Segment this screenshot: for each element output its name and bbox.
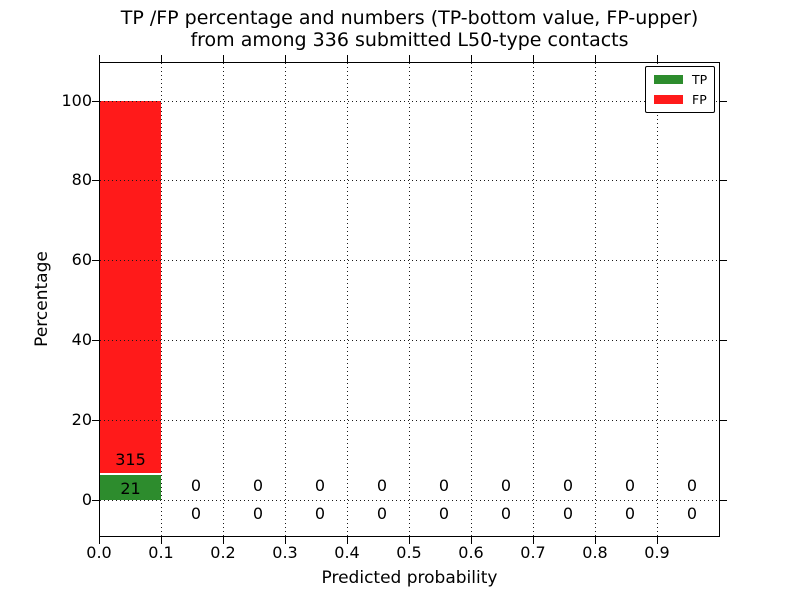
y-tick-mark (92, 420, 99, 421)
y-tick-label: 100 (61, 91, 92, 110)
y-tick-mark-right (720, 180, 727, 181)
y-tick-mark (92, 260, 99, 261)
x-tick-mark (285, 537, 286, 544)
zero-label-upper: 0 (624, 476, 636, 495)
y-tick-label: 20 (71, 410, 92, 429)
x-tick-mark (223, 537, 224, 544)
zero-label-lower: 0 (686, 504, 698, 523)
gridline-v-07 (533, 63, 534, 536)
x-tick-mark-top (595, 55, 596, 62)
x-tick-label: 0.5 (396, 543, 422, 562)
x-tick-mark (657, 537, 658, 544)
y-tick-label: 80 (71, 170, 92, 189)
chart-title-line2: from among 336 submitted L50-type contac… (190, 29, 629, 51)
x-axis-label: Predicted probability (321, 568, 498, 588)
zero-label-upper: 0 (500, 476, 512, 495)
legend-swatch-fp (654, 95, 683, 104)
gridline-v-02 (223, 63, 224, 536)
x-tick-mark-top (657, 55, 658, 62)
x-tick-mark-top (533, 55, 534, 62)
zero-label-upper: 0 (686, 476, 698, 495)
bar-label-tp-count: 21 (120, 479, 141, 498)
x-tick-mark (595, 537, 596, 544)
y-tick-mark-right (720, 101, 727, 102)
y-tick-mark (92, 101, 99, 102)
x-tick-label: 0.4 (334, 543, 360, 562)
y-tick-label: 60 (71, 250, 92, 269)
x-tick-mark (347, 537, 348, 544)
x-tick-mark (99, 537, 100, 544)
x-tick-mark-top (223, 55, 224, 62)
zero-label-upper: 0 (376, 476, 388, 495)
y-tick-mark (92, 340, 99, 341)
x-tick-label: 0.9 (644, 543, 670, 562)
legend-label-tp: TP (692, 72, 708, 87)
y-tick-label: 40 (71, 330, 92, 349)
x-tick-mark (409, 537, 410, 544)
gridline-v-04 (347, 63, 348, 536)
x-tick-mark-top (99, 55, 100, 62)
gridline-v-05 (409, 63, 410, 536)
zero-label-lower: 0 (500, 504, 512, 523)
gridline-v-03 (285, 63, 286, 536)
legend-swatch-tp (654, 75, 683, 84)
chart-title: TP /FP percentage and numbers (TP-bottom… (99, 7, 720, 51)
x-tick-label: 0.8 (582, 543, 608, 562)
x-tick-mark (533, 537, 534, 544)
y-axis-label: Percentage (32, 251, 52, 347)
x-tick-label: 0.3 (272, 543, 298, 562)
x-tick-label: 0.0 (86, 543, 112, 562)
zero-label-lower: 0 (376, 504, 388, 523)
zero-label-lower: 0 (562, 504, 574, 523)
x-tick-mark-top (471, 55, 472, 62)
x-tick-label: 0.7 (520, 543, 546, 562)
x-tick-label: 0.2 (210, 543, 236, 562)
zero-label-lower: 0 (314, 504, 326, 523)
gridline-v-01 (161, 63, 162, 536)
x-tick-label: 0.1 (148, 543, 174, 562)
zero-label-lower: 0 (438, 504, 450, 523)
y-tick-label: 0 (81, 490, 92, 509)
y-tick-mark (92, 500, 99, 501)
legend-label-fp: FP (692, 92, 707, 107)
bar-fp (100, 101, 161, 473)
x-tick-mark-top (347, 55, 348, 62)
legend: TP FP (645, 66, 715, 113)
gridline-v-06 (471, 63, 472, 536)
x-tick-mark-top (285, 55, 286, 62)
y-tick-mark-right (720, 260, 727, 261)
x-tick-mark-top (161, 55, 162, 62)
y-tick-mark-right (720, 340, 727, 341)
zero-label-upper: 0 (562, 476, 574, 495)
bar-label-fp-count: 315 (115, 450, 146, 469)
gridline-v-09 (657, 63, 658, 536)
zero-label-lower: 0 (624, 504, 636, 523)
zero-label-lower: 0 (190, 504, 202, 523)
zero-label-upper: 0 (314, 476, 326, 495)
chart-title-line1: TP /FP percentage and numbers (TP-bottom… (120, 7, 699, 29)
gridline-v-08 (595, 63, 596, 536)
x-tick-label: 0.6 (458, 543, 484, 562)
y-tick-mark-right (720, 500, 727, 501)
plot-area (99, 62, 720, 537)
zero-label-lower: 0 (252, 504, 264, 523)
bar-tp (100, 475, 161, 500)
x-tick-mark (161, 537, 162, 544)
zero-label-upper: 0 (252, 476, 264, 495)
zero-label-upper: 0 (438, 476, 450, 495)
zero-label-upper: 0 (190, 476, 202, 495)
x-tick-mark (471, 537, 472, 544)
y-tick-mark-right (720, 420, 727, 421)
y-tick-mark (92, 180, 99, 181)
x-tick-mark-top (409, 55, 410, 62)
